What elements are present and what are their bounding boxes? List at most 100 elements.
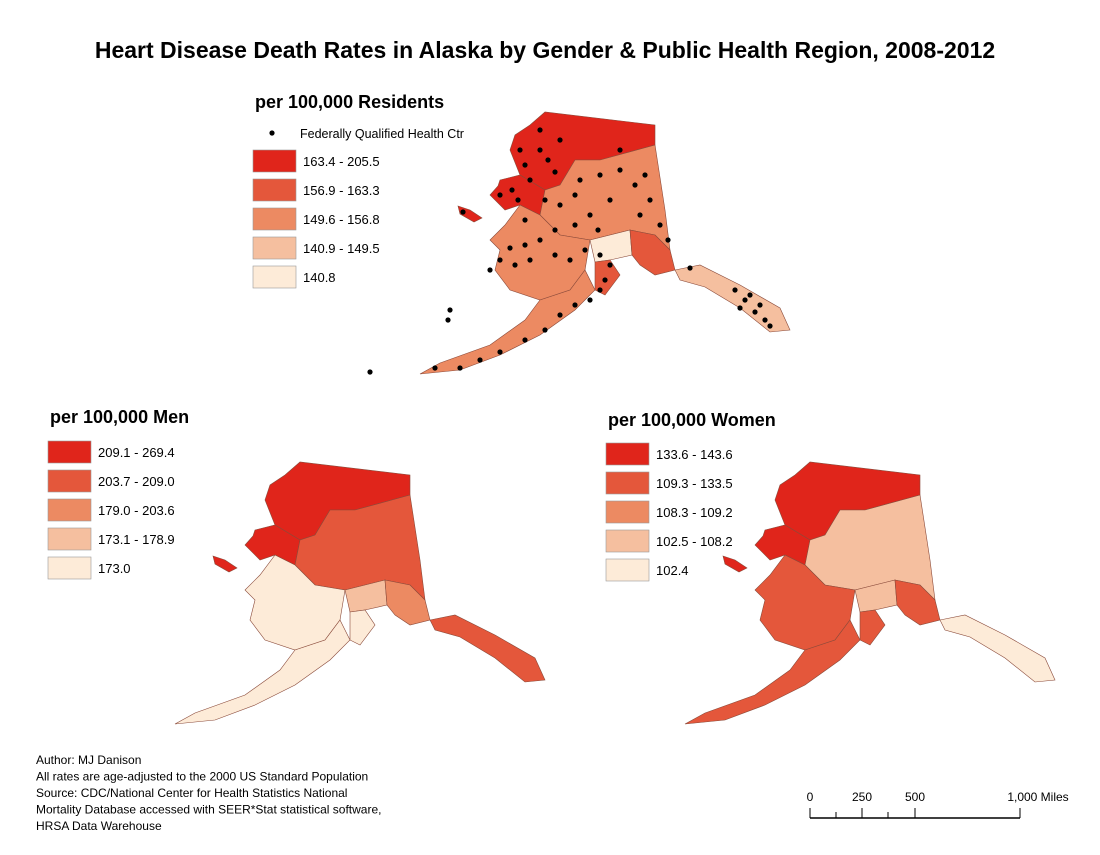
health-center (515, 197, 521, 203)
region (854, 579, 898, 613)
region (384, 579, 431, 626)
scale-label: 500 (905, 790, 925, 804)
note-line: Mortality Database accessed with SEER*St… (36, 803, 381, 817)
health-center (445, 317, 451, 323)
legend-label: 108.3 - 109.2 (656, 505, 733, 520)
health-center (552, 227, 558, 233)
legend-label: 140.8 (303, 270, 336, 285)
health-center (542, 197, 548, 203)
notes: Author: MJ Danison All rates are age-adju… (36, 753, 381, 833)
health-center (597, 287, 603, 293)
health-center (537, 147, 543, 153)
legend-swatch (605, 529, 650, 553)
legend-swatch (47, 527, 92, 551)
health-center (487, 267, 493, 273)
health-center (752, 309, 758, 315)
region (684, 619, 861, 725)
health-center (617, 147, 623, 153)
health-center (607, 197, 613, 203)
health-center (537, 237, 543, 243)
region (629, 229, 676, 276)
health-center (607, 262, 613, 268)
alaska-map (367, 111, 791, 375)
legend-swatch (47, 556, 92, 580)
health-center (557, 312, 563, 318)
health-center (507, 245, 513, 251)
health-center (742, 297, 748, 303)
region (939, 614, 1056, 683)
maps: per 100,000 Residents Federally Qualified… (47, 92, 1056, 725)
health-center (527, 257, 533, 263)
health-center (509, 187, 515, 193)
health-center (522, 337, 528, 343)
health-center (595, 227, 601, 233)
map-title: per 100,000 Men (50, 407, 189, 427)
health-center (632, 182, 638, 188)
note-line: Source: CDC/National Center for Health S… (36, 786, 347, 800)
note-line: All rates are age-adjusted to the 2000 U… (36, 770, 368, 784)
health-center (522, 217, 528, 223)
health-center (457, 365, 463, 371)
point-legend-label: Federally Qualified Health Ctr (300, 127, 464, 141)
note-line: Author: MJ Danison (36, 753, 141, 767)
health-center (582, 247, 588, 253)
health-center (732, 287, 738, 293)
legend-swatch (605, 500, 650, 524)
health-center (587, 212, 593, 218)
legend-swatch (605, 471, 650, 495)
legend-swatch (47, 469, 92, 493)
region (722, 555, 748, 573)
health-center (577, 177, 583, 183)
map-title: per 100,000 Women (608, 410, 776, 430)
health-center (517, 147, 523, 153)
health-center (597, 252, 603, 258)
health-center (557, 202, 563, 208)
legend-swatch (47, 498, 92, 522)
legend-label: 173.0 (98, 561, 131, 576)
health-center (572, 222, 578, 228)
legend-label: 156.9 - 163.3 (303, 183, 380, 198)
health-center (572, 302, 578, 308)
region (894, 579, 941, 626)
map-panel: per 100,000 Women 133.6 - 143.6 109.3 - 13… (605, 410, 1056, 725)
legend-label: 163.4 - 205.5 (303, 154, 380, 169)
health-center (597, 172, 603, 178)
region (859, 609, 886, 646)
scale-label: 250 (852, 790, 872, 804)
health-center (522, 242, 528, 248)
legend-label: 149.6 - 156.8 (303, 212, 380, 227)
health-center (757, 302, 763, 308)
map-panel: per 100,000 Residents Federally Qualified… (252, 92, 791, 375)
legend-label: 179.0 - 203.6 (98, 503, 175, 518)
health-center (602, 277, 608, 283)
health-center (512, 262, 518, 268)
region (674, 264, 791, 333)
health-center (477, 357, 483, 363)
legend-swatch (47, 440, 92, 464)
health-center (522, 162, 528, 168)
health-center (552, 252, 558, 258)
health-center (367, 369, 373, 375)
health-center (497, 257, 503, 263)
health-center (617, 167, 623, 173)
health-center (557, 137, 563, 143)
scale-bar: 0 250 500 1,000 Miles (807, 790, 1069, 819)
region (594, 259, 621, 296)
legend-label: 173.1 - 178.9 (98, 532, 175, 547)
map-panel: per 100,000 Men 209.1 - 269.4 203.7 - 209.… (47, 407, 546, 725)
health-center (747, 292, 753, 298)
region (344, 579, 388, 613)
health-center (687, 265, 693, 271)
health-center (460, 209, 466, 215)
page-title: Heart Disease Death Rates in Alaska by G… (95, 37, 995, 63)
region (419, 269, 596, 375)
map-title: per 100,000 Residents (255, 92, 444, 112)
health-center (657, 222, 663, 228)
health-center (567, 257, 573, 263)
legend-label: 102.5 - 108.2 (656, 534, 733, 549)
legend-label: 133.6 - 143.6 (656, 447, 733, 462)
note-line: HRSA Data Warehouse (36, 819, 162, 833)
health-center (572, 192, 578, 198)
legend-swatch (252, 149, 297, 173)
